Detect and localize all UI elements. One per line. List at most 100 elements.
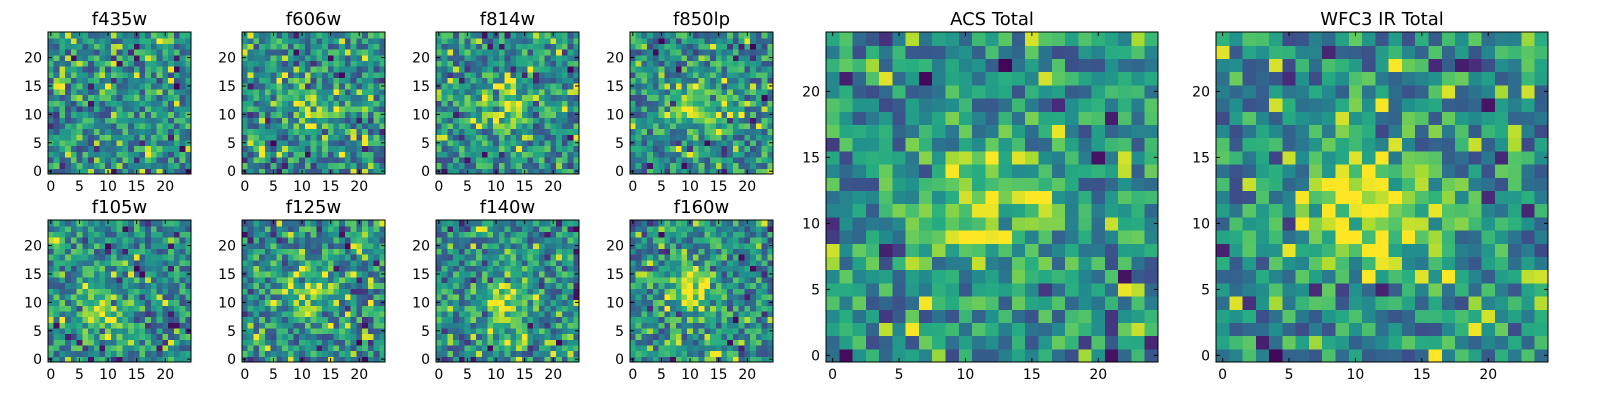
heatmap-cell [367,122,375,130]
heatmap-cell [504,60,511,67]
heatmap-cell [53,316,61,323]
heatmap-cell [544,139,551,147]
heatmap-cell [573,231,580,238]
heatmap-cell [150,316,158,323]
heatmap-cell [738,122,745,130]
heatmap-cell [242,293,249,301]
heatmap-cell [247,60,255,67]
heatmap-cell [264,71,272,79]
heatmap-cell [761,128,768,135]
heatmap-cell [464,282,471,289]
heatmap-cell [681,66,688,73]
heatmap-cell [344,327,352,335]
heatmap-cell [550,344,557,352]
heatmap-cell [470,344,477,352]
heatmap-cell [253,162,260,169]
heatmap-cell [356,344,363,352]
heatmap-cell [732,60,740,67]
heatmap-cell [48,265,55,272]
heatmap-cell [453,134,460,141]
heatmap-cell [732,327,740,335]
heatmap-cell [658,305,665,312]
heatmap-cell [476,128,483,135]
y-tick-label: 15 [412,79,430,95]
heatmap-cell [761,139,768,147]
heatmap-cell [367,350,375,357]
heatmap-cell [710,282,717,289]
heatmap-cell [270,237,277,244]
y-tick-label: 5 [33,324,42,340]
heatmap-cell [464,333,471,340]
heatmap-cell [304,66,312,73]
heatmap-cell [504,77,511,84]
heatmap-cell [510,248,517,255]
heatmap-cell [82,344,89,352]
heatmap-cell [481,37,489,44]
heatmap-cell [521,288,529,295]
heatmap-cell [641,151,648,158]
heatmap-cell [487,111,494,118]
heatmap-cell [550,77,557,84]
heatmap-cell [173,288,181,295]
heatmap-cell [533,254,540,261]
heatmap-cell [128,259,135,267]
heatmap-cell [93,288,101,295]
heatmap-cell [242,122,249,130]
heatmap-cell [299,128,306,135]
heatmap-cell [767,344,774,352]
heatmap-cell [242,316,249,323]
heatmap-cell [464,248,471,255]
heatmap-cell [561,339,569,346]
heatmap-cell [76,43,83,50]
heatmap-cell [732,282,740,289]
heatmap-cell [105,231,112,238]
heatmap-cell [561,37,569,44]
heatmap-cell [727,322,734,329]
heatmap-cell [652,134,660,141]
x-tick-label: 0 [434,179,443,195]
heatmap-cell [698,145,705,152]
heatmap-cell [447,94,454,101]
heatmap-cell [122,77,129,84]
heatmap-cell [282,344,289,352]
heatmap-cell [544,310,551,318]
heatmap-cell [493,122,500,130]
heatmap-cell [710,322,717,329]
heatmap-cell [379,339,386,346]
heatmap-cell [767,49,774,56]
heatmap-cell [470,128,477,135]
heatmap-cell [441,265,449,272]
heatmap-cell [59,105,66,113]
heatmap-cell [156,254,163,261]
heatmap-cell [487,77,494,84]
heatmap-cell [464,254,471,261]
heatmap-cell [299,151,306,158]
heatmap-cell [168,77,175,84]
heatmap-cell [282,271,289,278]
heatmap-cell [110,288,118,295]
heatmap-cell [185,310,192,318]
heatmap-cell [447,322,454,329]
heatmap-cell [59,322,66,329]
heatmap-cell [116,322,123,329]
heatmap-cell [458,225,466,232]
heatmap-cell [65,237,72,244]
heatmap-cell [310,242,317,249]
heatmap-cell [692,49,700,56]
heatmap-cell [259,327,266,335]
heatmap-cell [373,128,380,135]
heatmap-cell [527,162,534,169]
heatmap-cell [567,49,574,56]
heatmap-cell [139,322,146,329]
heatmap-cell [567,310,574,318]
heatmap-cell [99,66,106,73]
heatmap-cell [356,156,363,164]
heatmap-cell [139,220,146,227]
heatmap-cell [287,145,295,152]
heatmap-cell [561,242,569,249]
heatmap-cell [453,271,460,278]
heatmap-cell [710,168,717,175]
heatmap-cell [527,242,534,249]
heatmap-cell [259,156,266,164]
heatmap-cell [761,327,768,335]
